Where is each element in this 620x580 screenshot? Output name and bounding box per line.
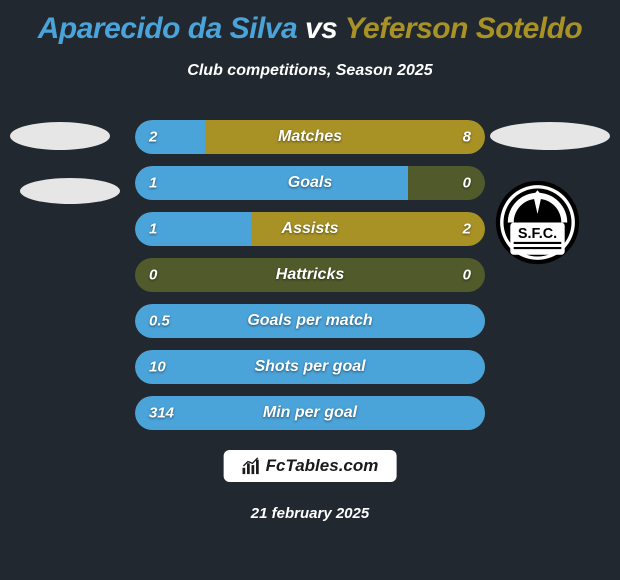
club-logo-svg: S.F.C.	[495, 180, 580, 265]
stat-value-right: 8	[463, 129, 471, 146]
stat-value-right: 0	[463, 267, 471, 284]
stat-value-left: 1	[149, 175, 157, 192]
stat-row-matches: 2 8 Matches	[135, 120, 485, 154]
bar-fill-left	[135, 166, 408, 200]
player-right-name: Yeferson Soteldo	[345, 12, 583, 45]
comparison-title: Aparecido da Silva vs Yeferson Soteldo	[0, 0, 620, 46]
stat-label: Hattricks	[276, 266, 344, 284]
stat-value-right: 2	[463, 221, 471, 238]
stat-value-left: 314	[149, 405, 174, 422]
player-right-avatar-placeholder	[490, 122, 610, 150]
fctables-text: FcTables.com	[266, 456, 379, 476]
stat-label: Goals	[288, 174, 332, 192]
vs-separator: vs	[297, 12, 345, 45]
bar-fill-left	[135, 120, 205, 154]
stat-value-left: 0	[149, 267, 157, 284]
stat-value-left: 10	[149, 359, 166, 376]
svg-text:S.F.C.: S.F.C.	[518, 226, 557, 242]
fctables-attribution: FcTables.com	[224, 450, 397, 482]
stats-bars-area: 28Matches10Goals12Assists00Hattricks0.5G…	[135, 120, 485, 442]
stat-label: Goals per match	[247, 312, 372, 330]
stat-value-left: 0.5	[149, 313, 170, 330]
stat-label: Matches	[278, 128, 342, 146]
stat-row-assists: 1 2 Assists	[135, 212, 485, 246]
stat-row-goals-per-match: 0.5 Goals per match	[135, 304, 485, 338]
stat-value-left: 1	[149, 221, 157, 238]
stat-row-min-per-goal: 314 Min per goal	[135, 396, 485, 430]
stat-row-goals: 1 0 Goals	[135, 166, 485, 200]
player-left-avatar-placeholder-bottom	[20, 178, 120, 204]
stat-row-hattricks: 0 0 Hattricks	[135, 258, 485, 292]
stat-label: Assists	[282, 220, 339, 238]
club-logo-santos: S.F.C.	[495, 180, 580, 265]
season-subtitle: Club competitions, Season 2025	[0, 62, 620, 80]
chart-icon	[242, 457, 260, 475]
player-left-name: Aparecido da Silva	[38, 12, 297, 45]
stat-row-shots-per-goal: 10 Shots per goal	[135, 350, 485, 384]
player-left-avatar-placeholder-top	[10, 122, 110, 150]
stat-value-left: 2	[149, 129, 157, 146]
comparison-date: 21 february 2025	[251, 505, 369, 522]
stat-value-right: 0	[463, 175, 471, 192]
bar-fill-right	[205, 120, 485, 154]
stat-label: Shots per goal	[254, 358, 365, 376]
stat-label: Min per goal	[263, 404, 357, 422]
